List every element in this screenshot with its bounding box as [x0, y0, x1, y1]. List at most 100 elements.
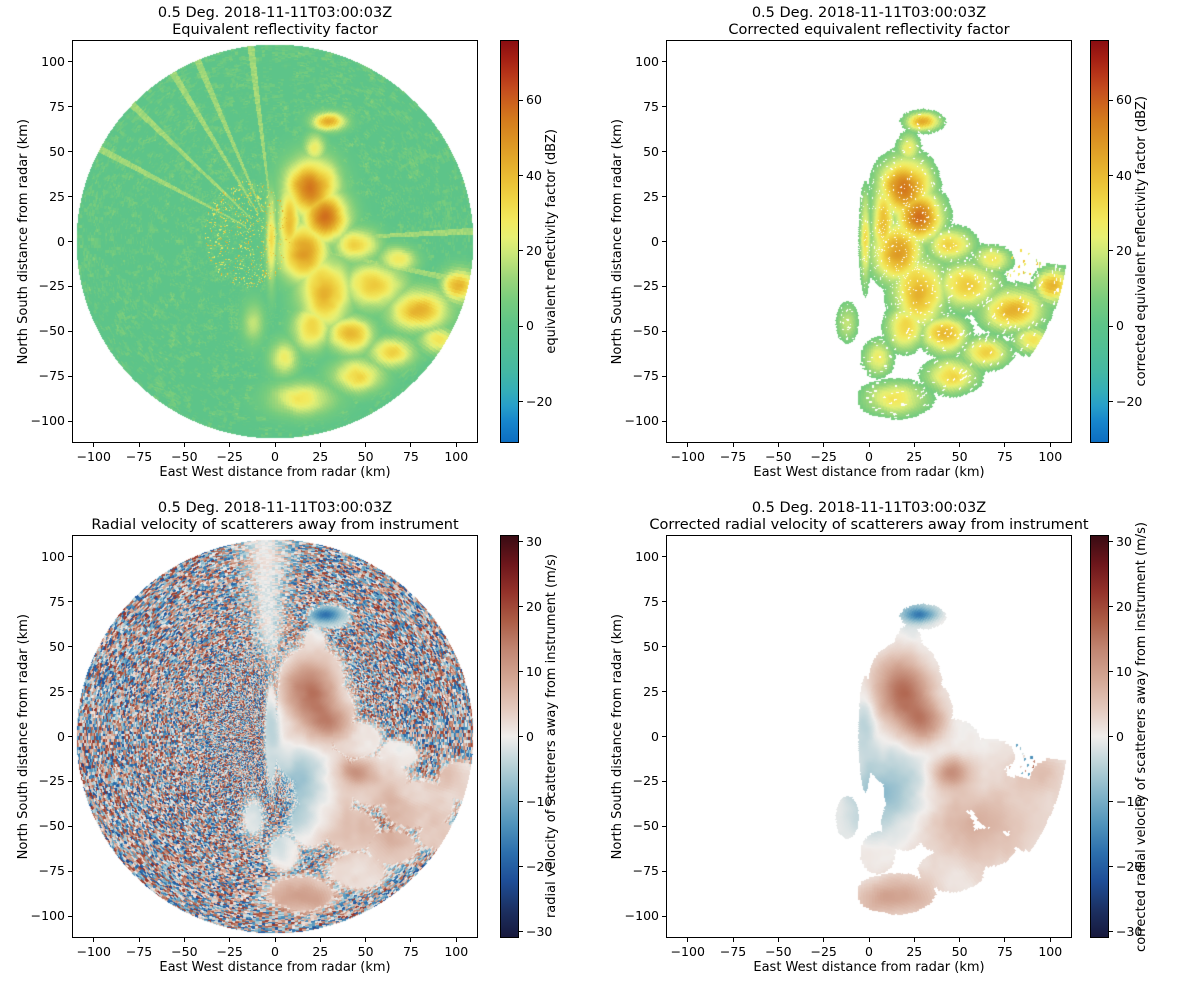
x-tick-mark: [274, 938, 276, 942]
y-tick-mark: [662, 330, 666, 332]
y-tick-mark: [68, 736, 72, 737]
y-tick-label: 0: [651, 233, 659, 249]
x-tick-mark: [868, 443, 870, 447]
y-tick-mark: [68, 106, 72, 108]
x-tick-mark: [93, 443, 95, 447]
x-tick-label: −25: [216, 944, 243, 959]
x-tick-mark: [1049, 443, 1051, 447]
y-tick-label: −50: [38, 818, 65, 834]
x-tick-label: −25: [216, 449, 243, 464]
ppi-axes: [666, 535, 1072, 938]
y-tick-mark: [68, 601, 72, 603]
y-tick-label: 75: [49, 98, 65, 114]
y-tick-label: −50: [632, 323, 659, 339]
x-tick-label: 25: [906, 944, 923, 959]
y-tick-mark: [662, 420, 666, 422]
x-tick-label: 25: [312, 449, 329, 464]
colorbar-tick-mark: [519, 866, 523, 867]
colorbar-tick-label: 60: [526, 92, 542, 108]
y-tick-label: 25: [643, 683, 659, 699]
x-tick-label: −50: [765, 944, 792, 959]
y-tick-label: 25: [643, 188, 659, 204]
radar-ppi-canvas-velocity: [73, 536, 477, 937]
y-tick-mark: [662, 736, 666, 737]
y-tick-mark: [662, 556, 666, 558]
colorbar-tick-label: 20: [526, 598, 542, 614]
y-tick-mark: [68, 241, 72, 242]
x-tick-label: 100: [1038, 449, 1063, 464]
x-tick-mark: [1004, 443, 1006, 447]
x-tick-mark: [732, 443, 734, 447]
colorbar-tick-label: 20: [1116, 598, 1132, 614]
x-tick-label: 50: [951, 449, 968, 464]
x-tick-label: 0: [271, 449, 279, 464]
x-tick-label: −75: [719, 944, 747, 959]
x-tick-mark: [319, 938, 321, 942]
x-tick-label: 75: [996, 449, 1013, 464]
y-tick-mark: [662, 601, 666, 603]
x-tick-mark: [365, 938, 367, 942]
y-tick-label: 25: [49, 188, 65, 204]
colorbar-tick-mark: [1109, 175, 1113, 177]
y-tick-label: −100: [624, 413, 659, 429]
x-tick-mark: [959, 938, 961, 942]
y-tick-label: −50: [632, 818, 659, 834]
y-tick-label: 100: [635, 53, 659, 69]
x-tick-label: −50: [171, 449, 198, 464]
x-tick-label: 0: [865, 944, 873, 959]
colorbar-tick-label: 20: [1116, 242, 1132, 258]
colorbar-tick-mark: [519, 325, 523, 327]
x-tick-label: −50: [765, 449, 792, 464]
colorbar-tick-label: 0: [526, 318, 534, 334]
y-tick-mark: [662, 61, 666, 63]
x-tick-label: −25: [810, 944, 837, 959]
y-tick-mark: [662, 646, 666, 648]
x-tick-mark: [410, 938, 412, 942]
y-tick-label: −100: [30, 908, 65, 924]
x-tick-mark: [274, 443, 276, 447]
x-tick-label: −100: [76, 944, 111, 959]
colorbar-tick-mark: [519, 736, 523, 737]
y-tick-label: 75: [49, 593, 65, 609]
y-tick-mark: [662, 915, 666, 917]
subplot-title: 0.5 Deg. 2018-11-11T03:00:03Z Equivalent…: [157, 5, 393, 38]
subplot-title: 0.5 Deg. 2018-11-11T03:00:03Z Corrected …: [649, 500, 1089, 533]
x-tick-label: −100: [670, 944, 705, 959]
x-tick-label: 100: [1038, 944, 1063, 959]
x-tick-label: 25: [312, 944, 329, 959]
x-tick-mark: [183, 938, 185, 942]
colorbar-tick-label: 40: [1116, 167, 1132, 183]
colorbar-tick-mark: [519, 541, 523, 542]
colorbar-tick-mark: [519, 401, 523, 403]
y-tick-label: −100: [30, 413, 65, 429]
radar-ppi-canvas-corrected-velocity: [667, 536, 1071, 937]
x-tick-label: 50: [357, 944, 374, 959]
y-tick-label: −50: [38, 323, 65, 339]
x-tick-label: −75: [719, 449, 747, 464]
y-tick-mark: [68, 825, 72, 827]
x-tick-mark: [823, 443, 825, 447]
y-tick-mark: [662, 825, 666, 827]
x-tick-label: 75: [996, 944, 1013, 959]
radar-ppi-canvas-reflectivity: [73, 41, 477, 442]
x-tick-label: 25: [906, 449, 923, 464]
colorbar-tick-label: −20: [1116, 393, 1143, 409]
colorbar-tick-mark: [1109, 401, 1113, 403]
subplot-title: 0.5 Deg. 2018-11-11T03:00:03Z Radial vel…: [91, 500, 459, 533]
x-tick-mark: [138, 938, 140, 942]
colorbar-tick-mark: [1109, 250, 1113, 252]
x-tick-label: 50: [951, 944, 968, 959]
y-tick-label: 0: [57, 728, 65, 744]
y-tick-mark: [662, 375, 666, 377]
colorbar-tick-mark: [519, 801, 523, 802]
x-tick-label: 75: [402, 944, 419, 959]
x-tick-label: 50: [357, 449, 374, 464]
y-tick-label: 50: [49, 143, 65, 159]
colorbar-tick-label: −30: [526, 923, 553, 939]
x-tick-mark: [365, 443, 367, 447]
y-tick-mark: [662, 106, 666, 108]
colorbar-tick-mark: [1109, 866, 1113, 867]
x-tick-mark: [93, 938, 95, 942]
ppi-axes: [72, 40, 478, 443]
